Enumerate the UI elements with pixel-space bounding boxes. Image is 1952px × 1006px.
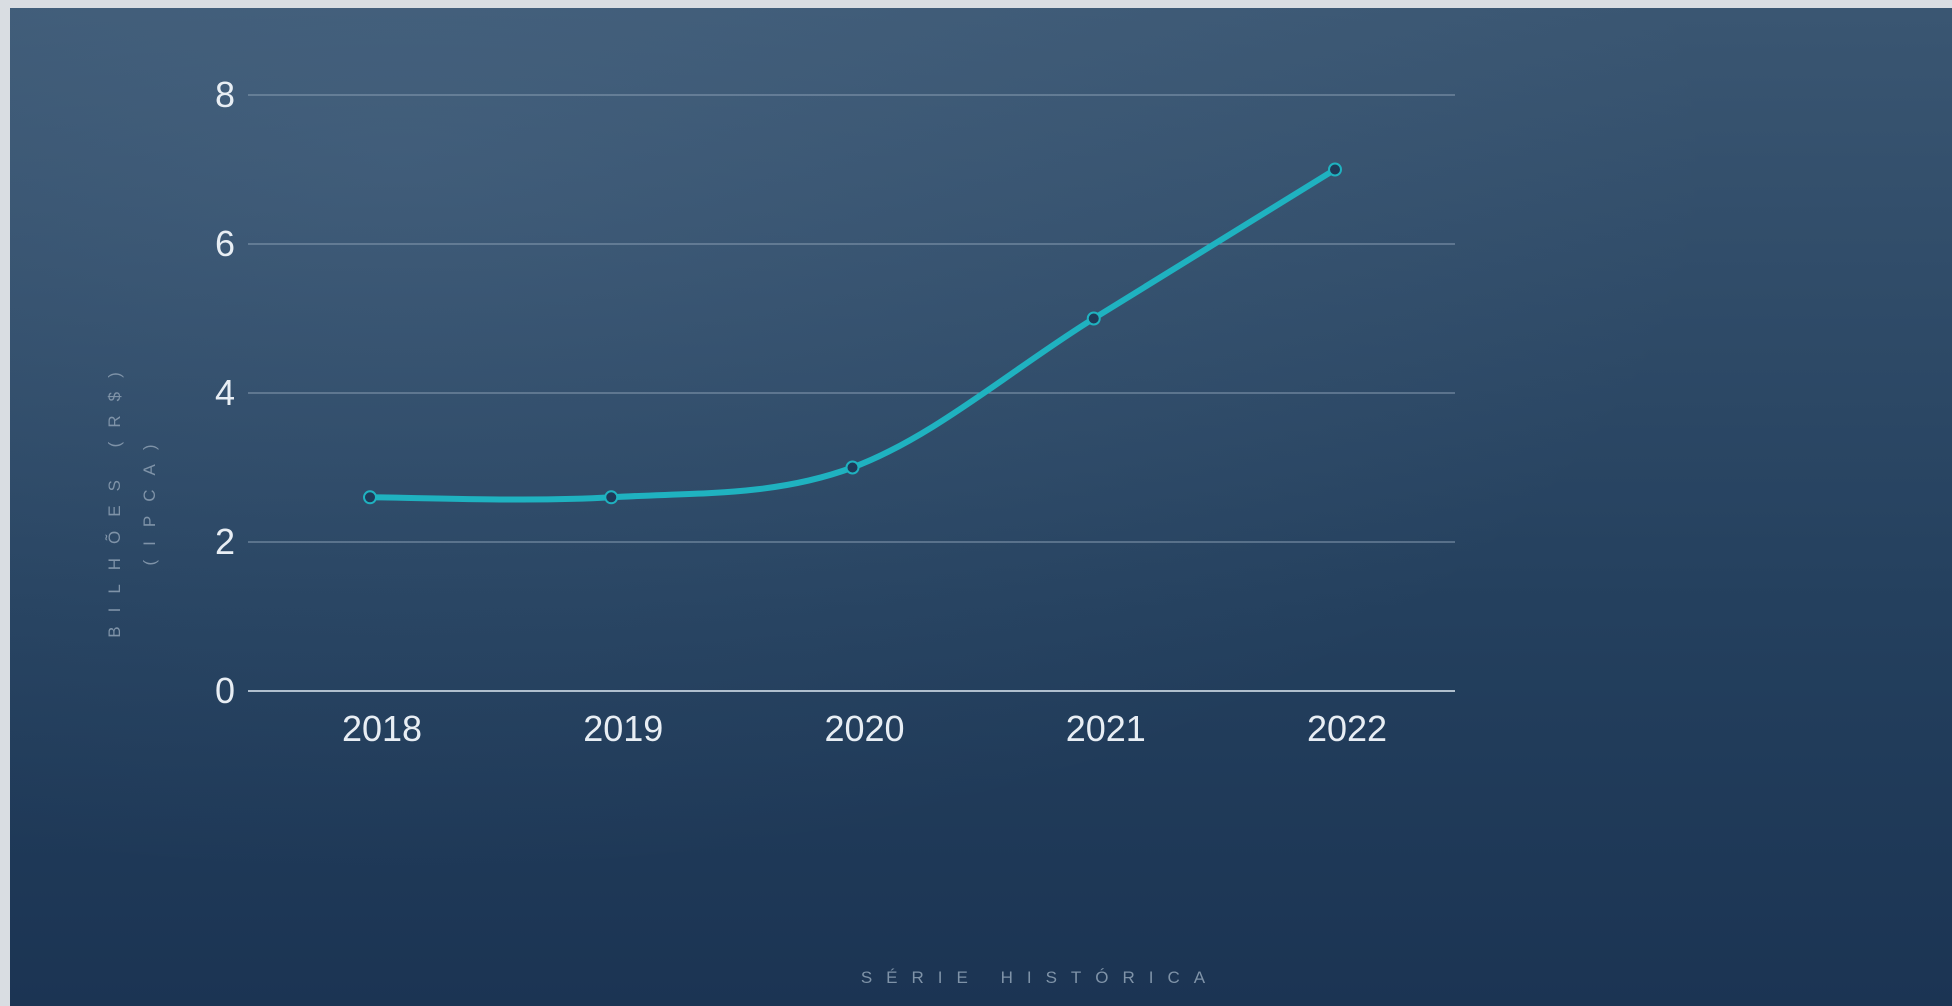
x-tick-labels: 2018 2019 2020 2021 2022 bbox=[342, 708, 1387, 749]
x-axis-title: SÉRIE HISTÓRICA bbox=[861, 968, 1219, 987]
chart-frame: 0 2 4 6 8 2018 2019 2020 2021 2022 SÉRIE HISTÓRI… bbox=[10, 8, 1952, 1006]
y-tick-label: 0 bbox=[215, 670, 235, 711]
x-tick-label: 2022 bbox=[1307, 708, 1387, 749]
x-tick-label: 2019 bbox=[583, 708, 663, 749]
data-point bbox=[1328, 162, 1342, 177]
y-axis-title-line1: BILHÕES (R$) bbox=[105, 358, 124, 637]
data-point bbox=[604, 490, 619, 505]
x-tick-label: 2018 bbox=[342, 708, 422, 749]
y-tick-label: 6 bbox=[215, 223, 235, 264]
series-line-group bbox=[367, 166, 1338, 503]
series-line bbox=[367, 166, 1338, 503]
x-tick-label: 2020 bbox=[824, 708, 904, 749]
gridlines bbox=[248, 94, 1455, 692]
data-points bbox=[363, 162, 1342, 505]
data-point bbox=[363, 490, 377, 505]
x-tick-label: 2021 bbox=[1066, 708, 1146, 749]
y-tick-label: 4 bbox=[215, 372, 235, 413]
y-tick-label: 2 bbox=[215, 521, 235, 562]
y-tick-label: 8 bbox=[215, 74, 235, 115]
data-point bbox=[1086, 311, 1101, 326]
y-axis-title-line2: (IPCA) bbox=[140, 431, 159, 566]
line-chart: 0 2 4 6 8 2018 2019 2020 2021 2022 SÉRIE HISTÓRI… bbox=[105, 74, 1455, 987]
data-point bbox=[845, 460, 860, 475]
y-tick-labels: 0 2 4 6 8 bbox=[215, 74, 235, 711]
